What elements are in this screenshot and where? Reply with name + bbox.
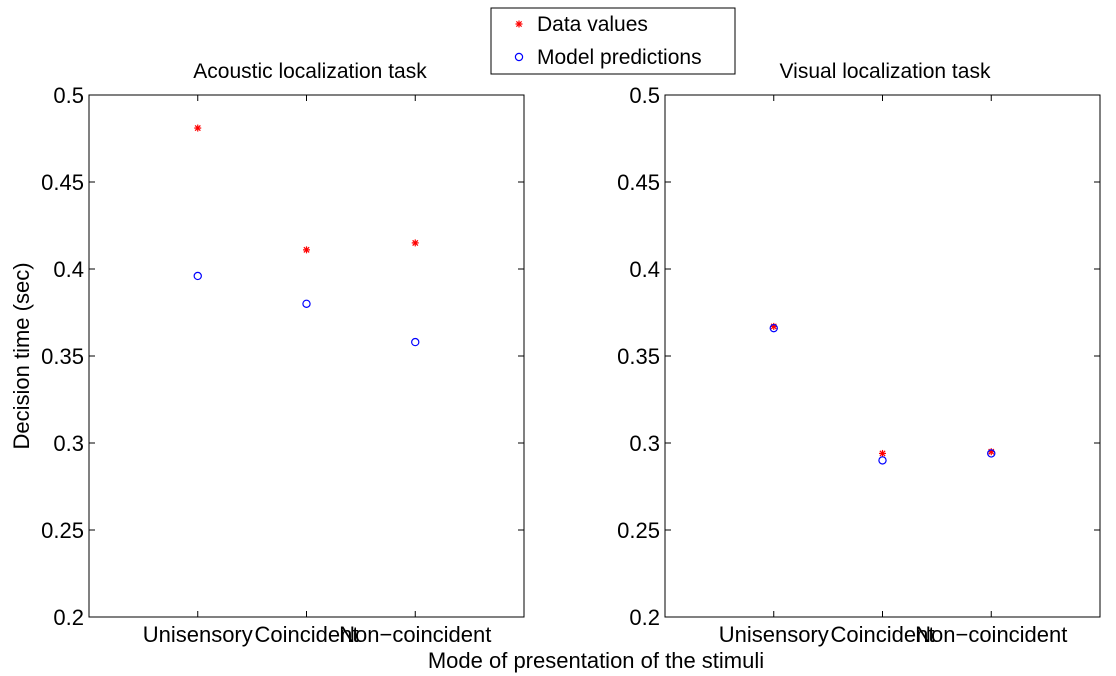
y-tick-label: 0.3 <box>629 431 660 456</box>
data-value-point <box>411 239 419 247</box>
model-prediction-point <box>411 337 420 347</box>
y-tick-label: 0.5 <box>53 83 84 108</box>
legend-data-values-marker <box>515 20 523 28</box>
y-tick-label: 0.2 <box>629 605 660 630</box>
y-axis-label: Decision time (sec) <box>9 262 34 449</box>
model-prediction-point <box>878 456 887 465</box>
chart-title: Visual localization task <box>780 60 991 83</box>
y-tick-label: 0.4 <box>629 257 660 282</box>
plot-frame <box>88 94 525 618</box>
x-axis-label: Mode of presentation of the stimuli <box>428 648 764 673</box>
y-tick-label: 0.45 <box>41 170 84 195</box>
y-tick-label: 0.5 <box>629 83 660 108</box>
x-tick-label: Unisensory <box>719 622 829 647</box>
model-prediction-point <box>987 449 996 458</box>
y-tick-label: 0.35 <box>41 344 84 369</box>
acoustic-panel: Acoustic localization task 0.2 0.25 0.3 0.35… <box>41 60 525 647</box>
y-tick-label: 0.3 <box>53 431 84 456</box>
data-value-point <box>879 449 886 457</box>
x-tick-label: Non−coincident <box>915 622 1067 647</box>
x-tick-label: Unisensory <box>143 622 253 647</box>
data-value-point <box>194 124 202 132</box>
legend-data-values-label: Data values <box>537 13 648 36</box>
y-tick-label: 0.45 <box>617 170 660 195</box>
model-prediction-point <box>193 271 202 281</box>
model-prediction-point <box>302 299 311 308</box>
legend-circle-marker <box>514 52 524 62</box>
data-value-point <box>303 246 310 254</box>
legend-box <box>490 7 736 75</box>
legend-model-predictions-label: Model predictions <box>537 46 702 69</box>
x-tick-label: Non−coincident <box>339 622 491 647</box>
y-tick-label: 0.2 <box>53 605 84 630</box>
plot-frame <box>664 94 1101 618</box>
legend-asterisk-marker <box>515 20 523 28</box>
visual-panel: Visual localization task 0.2 0.25 0.3 0.35 0.… <box>617 60 1101 647</box>
y-tick-label: 0.25 <box>617 518 660 543</box>
x-tick-label: Coincident <box>255 622 359 647</box>
legend: Data values Model predictions <box>490 7 736 75</box>
y-tick-label: 0.25 <box>41 518 84 543</box>
model-prediction-point <box>769 323 778 333</box>
y-tick-label: 0.35 <box>617 344 660 369</box>
y-tick-label: 0.4 <box>53 257 84 282</box>
legend-model-predictions-marker <box>514 52 524 62</box>
x-tick-label: Coincident <box>831 622 935 647</box>
chart-title: Acoustic localization task <box>193 60 427 83</box>
